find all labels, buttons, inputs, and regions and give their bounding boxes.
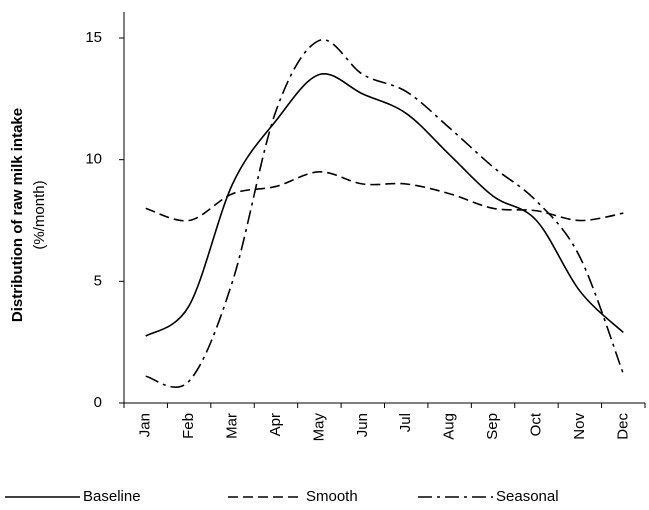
line-series <box>145 72 624 337</box>
line-series <box>145 171 624 222</box>
y-label-group: Distribution of raw milk intake (%/month… <box>9 108 48 322</box>
y-tick-label: 5 <box>94 272 102 289</box>
y-tick-label: 10 <box>85 151 102 168</box>
legend-label: Seasonal <box>496 488 559 505</box>
x-tick-label: May <box>310 413 327 442</box>
x-tick-label: Aug <box>441 413 458 440</box>
line-series <box>145 38 625 388</box>
x-tick-label: Dec <box>614 413 631 440</box>
legend-label: Baseline <box>83 488 141 505</box>
x-tick-label: Nov <box>571 413 588 440</box>
x-tick-label: Oct <box>527 412 544 436</box>
x-tick-label: Mar <box>224 413 241 439</box>
x-tick-label: Jan <box>137 413 154 437</box>
legend-label: Smooth <box>306 488 358 505</box>
x-tick-label: Jun <box>354 413 371 437</box>
x-tick-label: Jul <box>397 413 414 432</box>
y-tick-label: 0 <box>94 394 102 411</box>
y-tick-label: 15 <box>85 29 102 46</box>
x-tick-label: Sep <box>484 413 501 440</box>
y-axis-unit: (%/month) <box>31 180 48 249</box>
y-axis-label: Distribution of raw milk intake <box>9 108 26 322</box>
x-tick-label: Feb <box>180 413 197 439</box>
x-tick-label: Apr <box>267 413 284 436</box>
